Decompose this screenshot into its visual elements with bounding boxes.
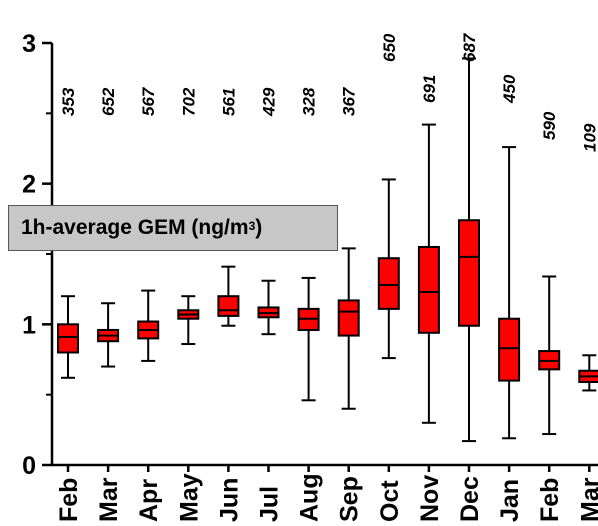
count-label: 429 [260, 87, 279, 117]
x-tick-label: Dec [456, 476, 484, 522]
count-label: 109 [580, 123, 598, 152]
x-tick-label: Jan [496, 479, 524, 522]
count-label: 567 [139, 86, 158, 116]
box-may-3 [177, 295, 200, 346]
box-sep-7 [337, 247, 360, 410]
box-oct-8 [377, 178, 400, 360]
iqr-box [57, 323, 79, 354]
box-feb-0 [57, 295, 79, 379]
count-label: 652 [99, 87, 118, 116]
x-tick-label: Mar [95, 477, 123, 522]
box-feb-12 [538, 275, 561, 436]
y-tick-label: 2 [22, 171, 36, 199]
x-tick-label: Jul [256, 486, 284, 522]
x-tick-label: Apr [135, 479, 163, 522]
box-jun-4 [217, 265, 240, 327]
x-tick-label: Feb [55, 478, 83, 522]
box-mar-1 [97, 302, 120, 368]
x-tick-label: Aug [296, 473, 324, 522]
x-tick-labels: Feb Mar Apr May Jun Jul Aug Sep Oct Nov Dec Jan Feb M… [55, 473, 598, 522]
iqr-box [458, 219, 480, 327]
count-label: 367 [340, 86, 359, 116]
count-label: 702 [179, 87, 198, 116]
box-mar-13 [578, 354, 598, 392]
count-label: 561 [219, 88, 238, 116]
iqr-box [377, 257, 400, 310]
y-axis-label-text: 1h-average GEM (ng/m [21, 216, 249, 239]
x-tick-label: Mar [576, 477, 598, 522]
box-jul-5 [257, 279, 280, 336]
iqr-box [498, 317, 521, 382]
count-label: 328 [300, 87, 319, 116]
count-label: 590 [540, 111, 559, 140]
count-label: 450 [500, 74, 519, 104]
count-label: 650 [380, 33, 399, 62]
count-label: 353 [59, 87, 78, 116]
x-tick-label: May [175, 473, 203, 522]
x-tick-label: Sep [336, 476, 364, 522]
y-tick-label: 0 [22, 452, 36, 480]
iqr-box [217, 295, 240, 317]
y-axis-label-close: ) [255, 216, 263, 239]
box-dec-10 [458, 57, 480, 443]
x-tick-label: Nov [416, 475, 444, 522]
count-label: 691 [420, 75, 439, 103]
iqr-box [417, 245, 440, 334]
box-jan-11 [498, 146, 521, 440]
box-series [57, 57, 598, 443]
y-tick-label: 1 [22, 311, 36, 339]
box-apr-2 [137, 289, 160, 362]
y-tick-label: 3 [22, 30, 36, 58]
count-labels: 353 652 567 702 561 429 328 367 650 691 687 450 590 1… [59, 32, 598, 152]
box-nov-9 [417, 123, 440, 424]
axes: 0 1 2 3 [22, 30, 598, 480]
y-axis-label-superscript: 3 [248, 219, 256, 233]
iqr-box [337, 299, 360, 337]
count-label: 687 [460, 32, 479, 62]
x-tick-label: Oct [376, 480, 404, 522]
box-aug-6 [297, 276, 320, 402]
x-tick-label: Feb [536, 478, 564, 522]
y-axis-label: 1h-average GEM (ng/m 3) [8, 205, 338, 251]
x-tick-label: Jun [215, 478, 243, 522]
